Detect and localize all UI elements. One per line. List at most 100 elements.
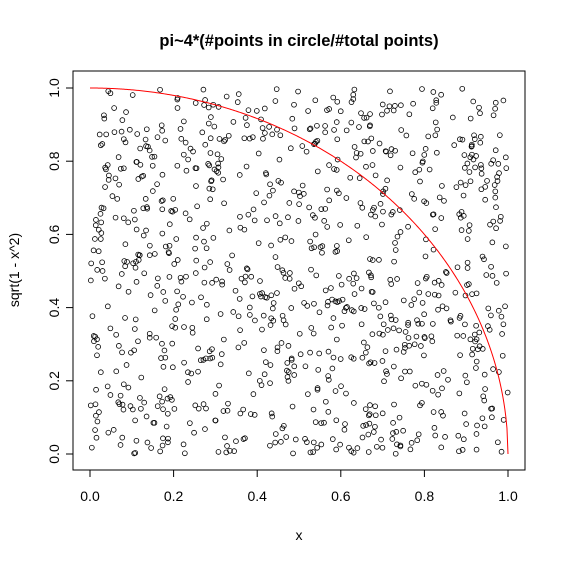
scatter-point [366, 412, 372, 419]
x-tick-label: 0.2 [164, 488, 184, 504]
scatter-point [419, 86, 425, 92]
scatter-point [331, 166, 337, 172]
scatter-point [193, 165, 200, 172]
scatter-point [105, 429, 112, 436]
scatter-point [367, 111, 373, 117]
scatter-point [171, 406, 178, 412]
scatter-point [270, 187, 276, 194]
scatter-point [291, 188, 297, 195]
scatter-point [459, 136, 466, 143]
scatter-point [326, 197, 333, 204]
scatter-point [272, 431, 279, 437]
scatter-point [261, 199, 267, 206]
scatter-point [353, 275, 360, 281]
scatter-point [193, 270, 199, 276]
scatter-point [488, 312, 494, 319]
scatter-point [200, 401, 207, 407]
scatter-point [398, 127, 405, 133]
scatter-point [110, 427, 117, 433]
scatter-point [291, 285, 298, 292]
scatter-point [414, 317, 420, 323]
scatter-point [333, 446, 339, 453]
scatter-point [411, 341, 418, 348]
scatter-point [461, 152, 468, 158]
scatter-point [141, 399, 147, 406]
scatter-point [218, 156, 225, 162]
scatter-point [442, 434, 448, 440]
scatter-point [350, 96, 357, 102]
scatter-point [343, 127, 350, 134]
scatter-point [478, 133, 484, 140]
scatter-point [314, 444, 320, 451]
scatter-point [261, 347, 267, 353]
scatter-point [469, 351, 475, 358]
scatter-point [89, 313, 96, 319]
scatter-point [161, 386, 168, 392]
scatter-point [492, 188, 499, 195]
scatter-point [211, 123, 218, 130]
scatter-point [188, 370, 195, 377]
scatter-point [382, 148, 389, 154]
scatter-point [497, 213, 504, 220]
scatter-point [178, 136, 185, 142]
scatter-point [430, 211, 437, 218]
scatter-point [276, 220, 283, 227]
scatter-point [130, 260, 136, 267]
scatter-point [332, 388, 339, 394]
scatter-point [405, 335, 412, 341]
scatter-point [368, 135, 375, 142]
scatter-point [457, 352, 463, 358]
scatter-point [299, 143, 306, 149]
scatter-point [286, 276, 293, 282]
scatter-point [221, 138, 227, 145]
scatter-point [488, 405, 494, 412]
scatter-point [160, 289, 167, 295]
scatter-point [421, 152, 428, 158]
scatter-point [358, 305, 365, 311]
scatter-point [174, 257, 181, 263]
scatter-point [333, 417, 340, 424]
scatter-point [92, 427, 98, 433]
scatter-point [269, 413, 276, 420]
scatter-point [379, 410, 386, 417]
scatter-point [117, 442, 124, 448]
scatter-point [307, 238, 313, 245]
scatter-point [479, 346, 486, 352]
scatter-point [285, 369, 292, 375]
scatter-point [231, 448, 237, 454]
scatter-point [166, 250, 172, 256]
scatter-point [162, 298, 169, 304]
scatter-point [322, 287, 329, 294]
scatter-point [322, 123, 328, 129]
scatter-point [389, 436, 396, 442]
scatter-point [390, 430, 396, 436]
scatter-point [430, 321, 436, 327]
scatter-point [310, 449, 316, 455]
scatter-point [120, 406, 127, 413]
scatter-point [433, 97, 440, 103]
scatter-point [119, 349, 125, 356]
scatter-point [441, 198, 447, 204]
scatter-point [317, 244, 324, 250]
scatter-point [253, 190, 260, 196]
scatter-point [318, 420, 324, 426]
scatter-point [403, 132, 410, 139]
scatter-point [117, 392, 124, 399]
scatter-point [482, 184, 488, 190]
scatter-point [287, 270, 293, 276]
scatter-point [162, 354, 169, 361]
scatter-point [160, 406, 166, 412]
scatter-point [493, 280, 500, 286]
scatter-point [363, 234, 370, 240]
scatter-point [116, 181, 122, 188]
scatter-point [280, 269, 287, 276]
scatter-point [379, 358, 386, 364]
scatter-point [314, 137, 321, 144]
scatter-point [200, 357, 207, 363]
scatter-point [127, 403, 134, 409]
scatter-point [288, 305, 295, 311]
scatter-point [98, 230, 105, 236]
scatter-point [391, 258, 397, 265]
scatter-point [369, 162, 376, 168]
scatter-point [123, 109, 129, 115]
